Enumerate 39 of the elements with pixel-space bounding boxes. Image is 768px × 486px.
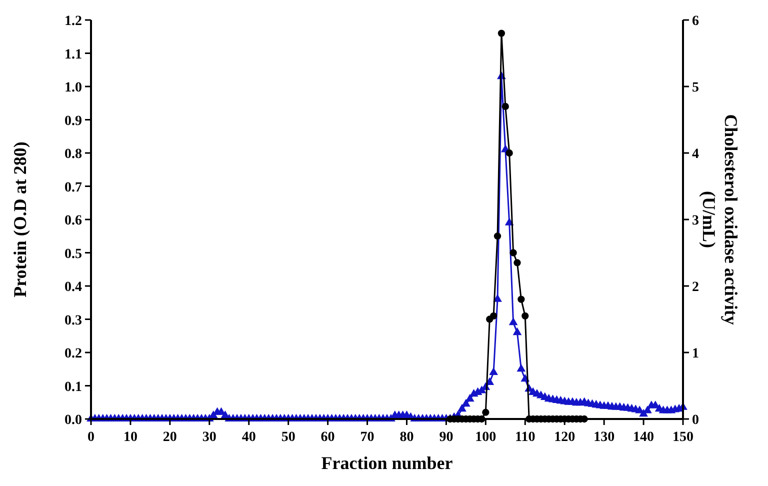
y2-tick-label: 1 [692,346,699,362]
y2-tick-label: 2 [692,280,699,295]
y2-tick-label: 4 [692,147,699,162]
x-tick-label: 60 [320,430,335,445]
y-tick-label: 0.4 [64,280,82,295]
x-tick-label: 40 [242,430,256,445]
y-tick-label: 0.6 [64,214,82,228]
x-tick-label: 80 [400,430,414,445]
y-tick-label: 1.0 [64,80,82,96]
y-tick-label: 0.2 [64,346,82,362]
x-axis-title: Fraction number [321,453,453,473]
x-tick-label: 50 [281,430,296,445]
y2-axis-title: Cholesterol oxidase activity (U/mL) [699,114,741,325]
x-tick-label: 0 [88,430,94,445]
y-tick-label: 1.2 [64,14,82,29]
x-tick-label: 130 [594,430,615,445]
y-tick-label: 0.1 [64,380,82,395]
x-tick-label: 110 [515,430,536,445]
y-tick-label: 0.7 [64,180,82,196]
x-tick-label: 90 [439,430,454,445]
y-tick-label: 0.9 [64,114,82,129]
y-tick-label: 0.8 [64,147,82,162]
y-tick-label: 0.3 [64,313,82,328]
x-tick-label: 150 [672,430,694,445]
y2-tick-label: 3 [692,214,699,228]
y2-tick-label: 6 [692,14,699,29]
x-tick-label: 140 [633,430,654,445]
x-tick-label: 100 [475,430,496,445]
x-tick-label: 10 [123,430,138,445]
x-tick-label: 120 [554,430,576,445]
y-tick-label: 0.5 [64,246,82,262]
x-tick-label: 70 [360,430,374,445]
y-tick-label: 1.1 [64,47,82,62]
y2-tick-label: 0 [692,413,699,428]
y-tick-label: 0.0 [64,413,82,428]
y-axis-title: Protein (O.D at 280) [10,142,30,298]
y2-tick-label: 5 [692,80,699,96]
x-tick-label: 20 [162,430,177,445]
x-tick-label: 30 [202,430,216,445]
